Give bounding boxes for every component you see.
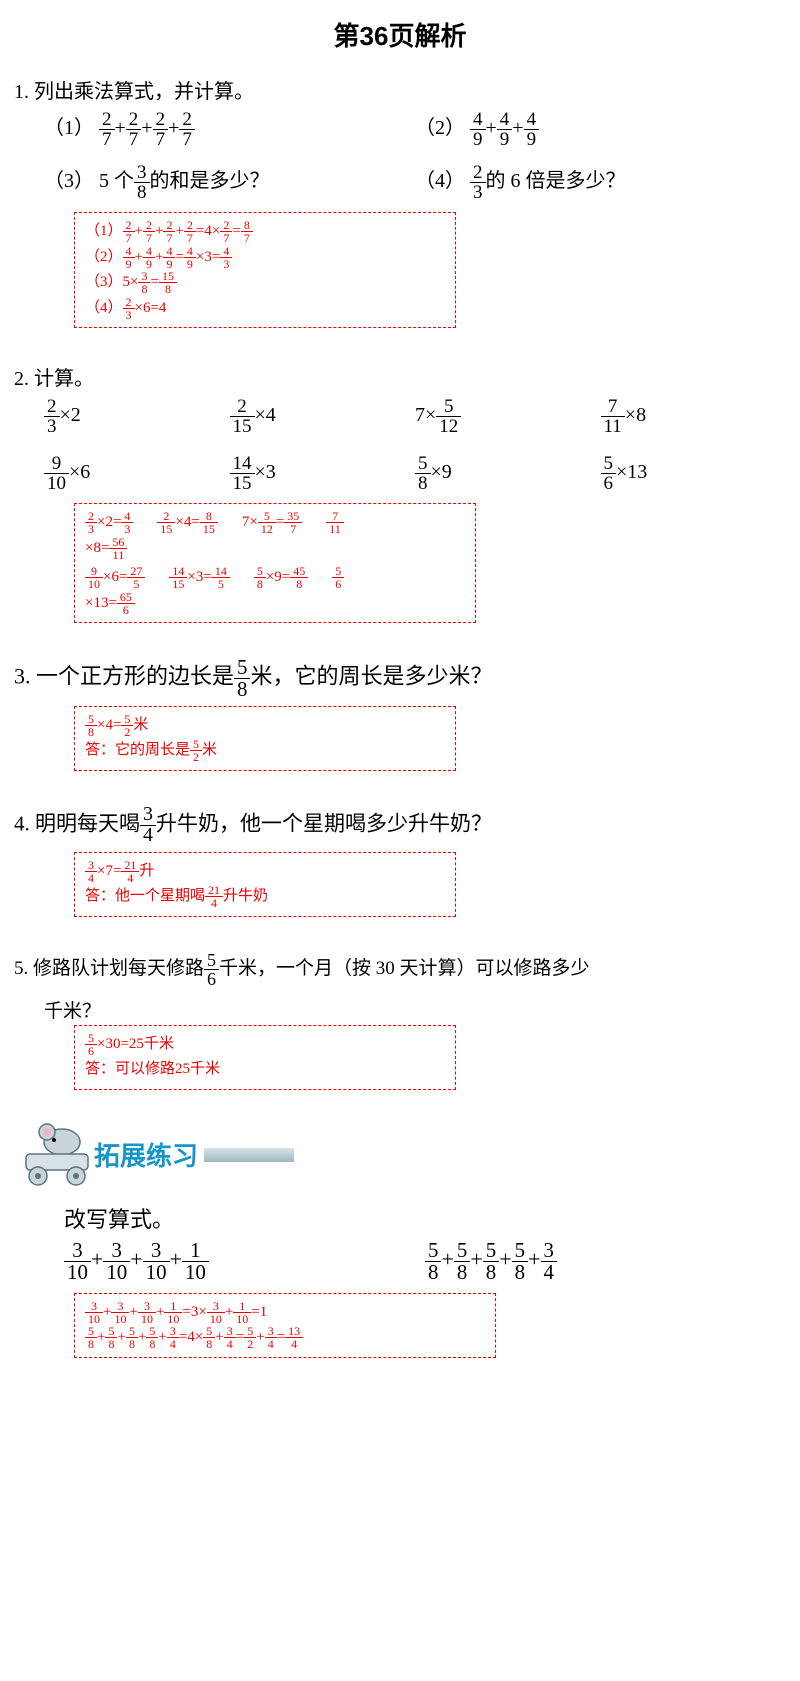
mouse-car-icon (14, 1120, 104, 1190)
q2-item: 1415×3 (230, 454, 416, 493)
q1-answer: （1）27+27+27+27=4×27=87（2）49+49+49=49×3=4… (74, 212, 456, 328)
q3-answer: 58×4=52米 答：它的周长是52米 (74, 706, 456, 771)
q1-item-1: （1） 27+27+27+27 (44, 110, 415, 149)
page-title: 第36页解析 (0, 0, 800, 63)
question-3: 3. 一个正方形的边长是58米，它的周长是多少米？ 58×4=52米 答：它的周… (0, 645, 800, 793)
q1-item-4: （4） 23的 6 倍是多少？ (415, 163, 786, 202)
q2-item: 910×6 (44, 454, 230, 493)
ext-right: 58+58+58+58+34 (425, 1240, 786, 1283)
q5-answer: 56×30=25千米 答：可以修路25千米 (74, 1025, 456, 1090)
extension-banner: 拓展练习 (0, 1112, 800, 1190)
q2-prompt: 2. 计算。 (14, 362, 786, 391)
extension-bar (204, 1148, 294, 1162)
q2-item: 7×512 (415, 397, 601, 436)
question-5: 5. 修路队计划每天修路56千米，一个月（按 30 天计算）可以修路多少 千米？… (0, 939, 800, 1112)
q1-prompt: 1. 列出乘法算式，并计算。 (14, 75, 786, 104)
q2-answer: 23×2=43215×4=8157×512=357711×8=5611910×6… (74, 503, 476, 623)
q2-item: 711×8 (601, 397, 787, 436)
q2-item: 215×4 (230, 397, 416, 436)
ext-sub: 改写算式。 (14, 1202, 786, 1234)
q2-item: 56×13 (601, 454, 787, 493)
question-1: 1. 列出乘法算式，并计算。 （1） 27+27+27+27 （2） 49+49… (0, 63, 800, 350)
ext-answer: 310+310+310+110=3×310+110=158+58+58+58+3… (74, 1293, 496, 1358)
extension-label: 拓展练习 (94, 1136, 198, 1173)
q1-item-3: （3） 5 个38的和是多少？ (44, 163, 415, 202)
extension-body: 改写算式。 310+310+310+110 58+58+58+58+34 310… (0, 1190, 800, 1380)
q2-item: 58×9 (415, 454, 601, 493)
question-2: 2. 计算。 23×2215×47×512711×8 910×61415×358… (0, 350, 800, 645)
q1-item-2: （2） 49+49+49 (415, 110, 786, 149)
q4-answer: 34×7=214升 答：他一个星期喝214升牛奶 (74, 852, 456, 917)
question-4: 4. 明明每天喝34升牛奶，他一个星期喝多少升牛奶？ 34×7=214升 答：他… (0, 793, 800, 939)
ext-left: 310+310+310+110 (64, 1240, 425, 1283)
q2-item: 23×2 (44, 397, 230, 436)
